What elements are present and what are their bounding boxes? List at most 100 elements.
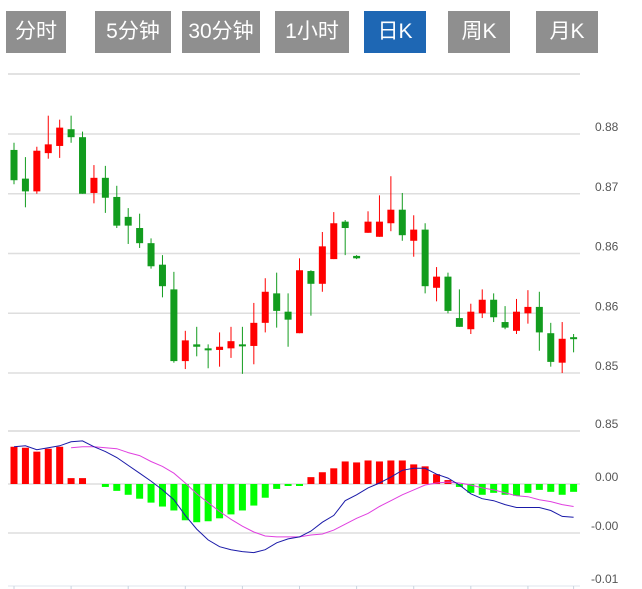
macd-histogram-bar (21, 447, 29, 484)
candle-body (524, 306, 532, 314)
candle (353, 255, 361, 260)
candle-body (535, 306, 543, 333)
macd-histogram-bar (398, 460, 406, 484)
macd-tick-label: -0.00 (591, 519, 619, 533)
candle-body (478, 299, 486, 314)
candle-body (364, 221, 372, 233)
candle-body (67, 129, 75, 138)
candle (547, 322, 555, 367)
candle-body (444, 276, 452, 311)
macd-histogram-bar (44, 448, 52, 484)
candle-body (410, 229, 418, 241)
macd-histogram-bar (10, 446, 18, 484)
candle (33, 146, 41, 194)
price-tick-label: 0.85 (595, 359, 619, 373)
candle (307, 270, 315, 316)
candle (410, 215, 418, 257)
macd-tick-label: 0.00 (595, 470, 619, 484)
candle (204, 344, 212, 369)
price-grid: 0.88 0.87 0.86 0.86 0.85 (8, 120, 619, 374)
candle-body (193, 344, 201, 347)
candle-body (284, 311, 292, 320)
candle (136, 213, 144, 248)
macd-grid: 0.85 0.00 -0.00 -0.01 (8, 417, 619, 586)
candle-body (570, 337, 578, 340)
candle (330, 212, 338, 260)
candle (250, 302, 258, 365)
candle (341, 220, 349, 256)
candle (273, 272, 281, 328)
candle-body (227, 341, 235, 349)
candle (387, 176, 395, 232)
candle (535, 291, 543, 351)
price-tick-label: 0.86 (595, 299, 619, 313)
macd-histogram-bar (227, 484, 235, 515)
macd-histogram-bar (535, 484, 543, 490)
candle-body (558, 338, 566, 363)
candle (490, 293, 498, 323)
macd-histogram-bar (410, 464, 418, 484)
macd-histogram-bar (193, 484, 201, 523)
macd-histogram-bar (250, 484, 258, 506)
candle (558, 322, 566, 374)
candle (181, 330, 189, 370)
macd-histogram-bar (284, 484, 292, 486)
macd-histogram-bar (330, 468, 338, 484)
tab-30min[interactable]: 30分钟 (182, 11, 260, 53)
tab-1hour[interactable]: 1小时 (275, 11, 349, 53)
candle-body (387, 209, 395, 224)
candle-body (238, 344, 246, 347)
candle (238, 326, 246, 374)
candle-body (307, 271, 315, 284)
tab-timeshare[interactable]: 分时线 (6, 11, 66, 85)
macd-histogram-bar (364, 460, 372, 484)
macd-tick-label: 0.85 (595, 417, 619, 431)
candle-body (421, 229, 429, 287)
macd-histogram-bar (113, 484, 121, 491)
macd-histogram-bar (421, 466, 429, 484)
candle (90, 165, 98, 204)
candle (398, 192, 406, 241)
candle-body (44, 144, 52, 154)
candle-body (101, 177, 109, 198)
candle-body (10, 149, 18, 181)
candle (318, 232, 326, 292)
candle-body (330, 223, 338, 260)
tab-weekly-k[interactable]: 周K (448, 11, 510, 53)
macd-histogram-bar (273, 484, 281, 489)
tab-5min[interactable]: 5分钟 (95, 11, 171, 53)
macd-histogram-bar (79, 478, 87, 484)
macd-histogram-bar (307, 477, 315, 484)
candle (296, 258, 304, 334)
candle-body (124, 216, 132, 226)
macd-histogram-bar (490, 484, 498, 493)
candle (124, 208, 132, 244)
candle-body (501, 322, 509, 328)
candle (101, 165, 109, 213)
candle-body (261, 291, 269, 323)
candle (421, 223, 429, 294)
macd-histogram-bar (318, 472, 326, 484)
macd-histogram-bar (181, 484, 189, 521)
macd-histogram-bar (512, 484, 520, 496)
candle (147, 238, 155, 269)
macd-histogram-bar (467, 484, 475, 493)
macd-histogram-bar (501, 484, 509, 495)
dea-line (71, 446, 574, 538)
candle-body (79, 137, 87, 194)
candle-body (433, 276, 441, 288)
macd-histogram-bar (147, 484, 155, 503)
macd-tick-label: -0.01 (591, 572, 619, 586)
candle (10, 142, 18, 185)
macd-histogram-bar (238, 484, 246, 511)
macd-histogram-bar (524, 484, 532, 493)
macd-histogram-bar (375, 461, 383, 484)
macd-histogram-bar (136, 484, 144, 499)
macd-histogram-bar (296, 484, 304, 486)
candle-body (181, 340, 189, 362)
candle (512, 298, 520, 334)
candle (284, 293, 292, 347)
tab-monthly-k[interactable]: 月K (536, 11, 598, 53)
candle (570, 334, 578, 353)
tab-daily-k[interactable]: 日K (364, 11, 426, 53)
